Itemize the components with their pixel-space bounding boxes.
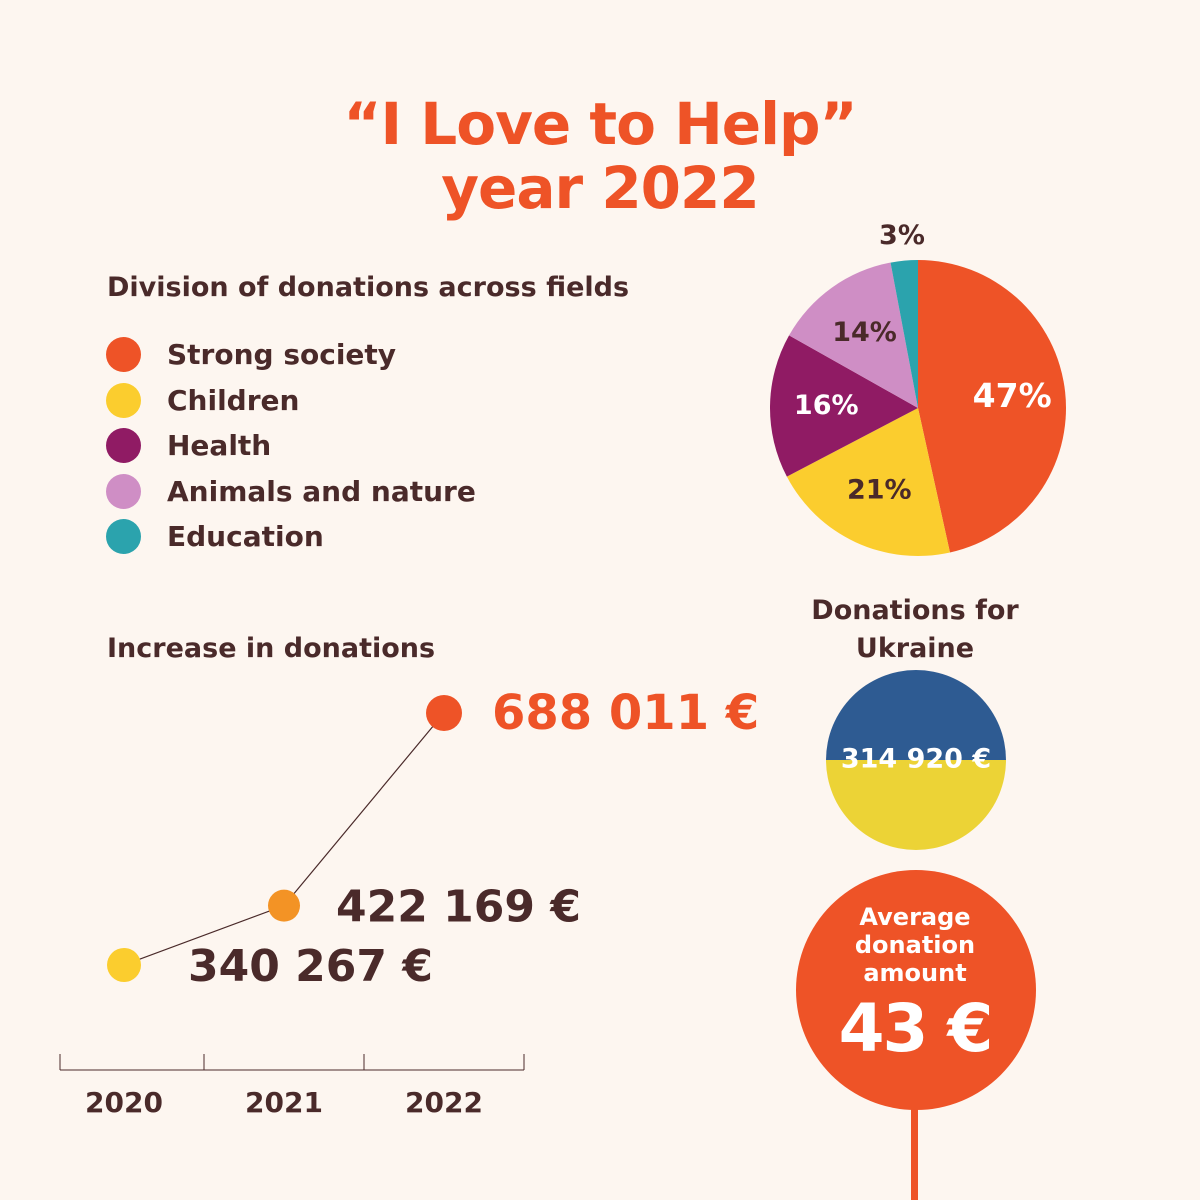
badge-stick: [911, 1090, 918, 1200]
data-label-2022: 688 011 €: [492, 685, 759, 741]
pie-slice-education: [890, 260, 918, 408]
average-donation-badge: [796, 870, 1036, 1200]
ukraine-title-line-2: Ukraine: [855, 633, 975, 664]
strong-society-swatch: [106, 337, 141, 373]
average-label-line-1: Average: [859, 903, 971, 931]
average-label-line-2: donation: [854, 931, 976, 959]
data-point-2021: [268, 889, 300, 922]
children-swatch: [106, 382, 141, 418]
pie-slice-strong-society: [918, 260, 1067, 553]
pie-label-education: 3%: [879, 220, 925, 251]
data-label-2021: 422 169 €: [336, 882, 581, 933]
pie-legend: Strong society Children Health Animals a…: [106, 332, 476, 560]
line-chart-title: Increase in donations: [107, 633, 436, 664]
title-line-1: “I Love to Help”: [343, 90, 857, 158]
average-label: Average donation amount: [795, 903, 1035, 987]
x-tick-label-2022: 2022: [405, 1086, 483, 1119]
data-label-2020: 340 267 €: [188, 941, 433, 992]
legend-label-health: Health: [167, 429, 272, 463]
average-value: 43 €: [838, 990, 994, 1067]
title-line-2: year 2022: [441, 154, 760, 222]
x-tick-label-2021: 2021: [245, 1086, 323, 1119]
pie-chart: 47% 21% 16% 14% 3%: [770, 220, 1067, 556]
average-label-line-3: amount: [863, 959, 967, 987]
legend-label-strong-society: Strong society: [167, 338, 397, 372]
data-point-2020: [107, 948, 141, 982]
legend-label-children: Children: [167, 383, 300, 417]
health-swatch: [106, 428, 141, 464]
legend-item-children: Children: [106, 378, 476, 424]
legend-label-animals-nature: Animals and nature: [167, 474, 476, 508]
education-swatch: [106, 519, 141, 555]
average-circle: [796, 870, 1036, 1110]
pie-label-animals-nature: 14%: [832, 317, 897, 348]
pie-slice-animals-nature: [789, 262, 918, 408]
ukraine-title-line-1: Donations for: [811, 595, 1019, 626]
legend-item-animals-nature: Animals and nature: [106, 469, 476, 515]
legend-label-education: Education: [167, 520, 324, 554]
x-tick-label-2020: 2020: [85, 1086, 163, 1119]
line-chart: 2020 2021 2022 340 267 € 422 169 € 688 011 €: [59, 685, 759, 1119]
ukraine-flag-circle: 314 920 €: [826, 670, 1006, 850]
pie-slice-children: [786, 408, 950, 556]
pie-label-health: 16%: [794, 390, 859, 421]
page-title: “I Love to Help” year 2022: [0, 92, 1200, 220]
ukraine-title: Donations for Ukraine: [790, 592, 1040, 668]
data-point-2022: [426, 695, 462, 731]
pie-slice-health: [770, 335, 918, 477]
pie-label-children: 21%: [847, 475, 912, 506]
legend-item-education: Education: [106, 514, 476, 560]
animals-nature-swatch: [106, 473, 141, 509]
legend-item-strong-society: Strong society: [106, 332, 476, 378]
pie-chart-title: Division of donations across fields: [107, 272, 630, 303]
legend-item-health: Health: [106, 423, 476, 469]
ukraine-amount: 314 920 €: [841, 744, 991, 775]
pie-label-strong-society: 47%: [973, 376, 1052, 415]
